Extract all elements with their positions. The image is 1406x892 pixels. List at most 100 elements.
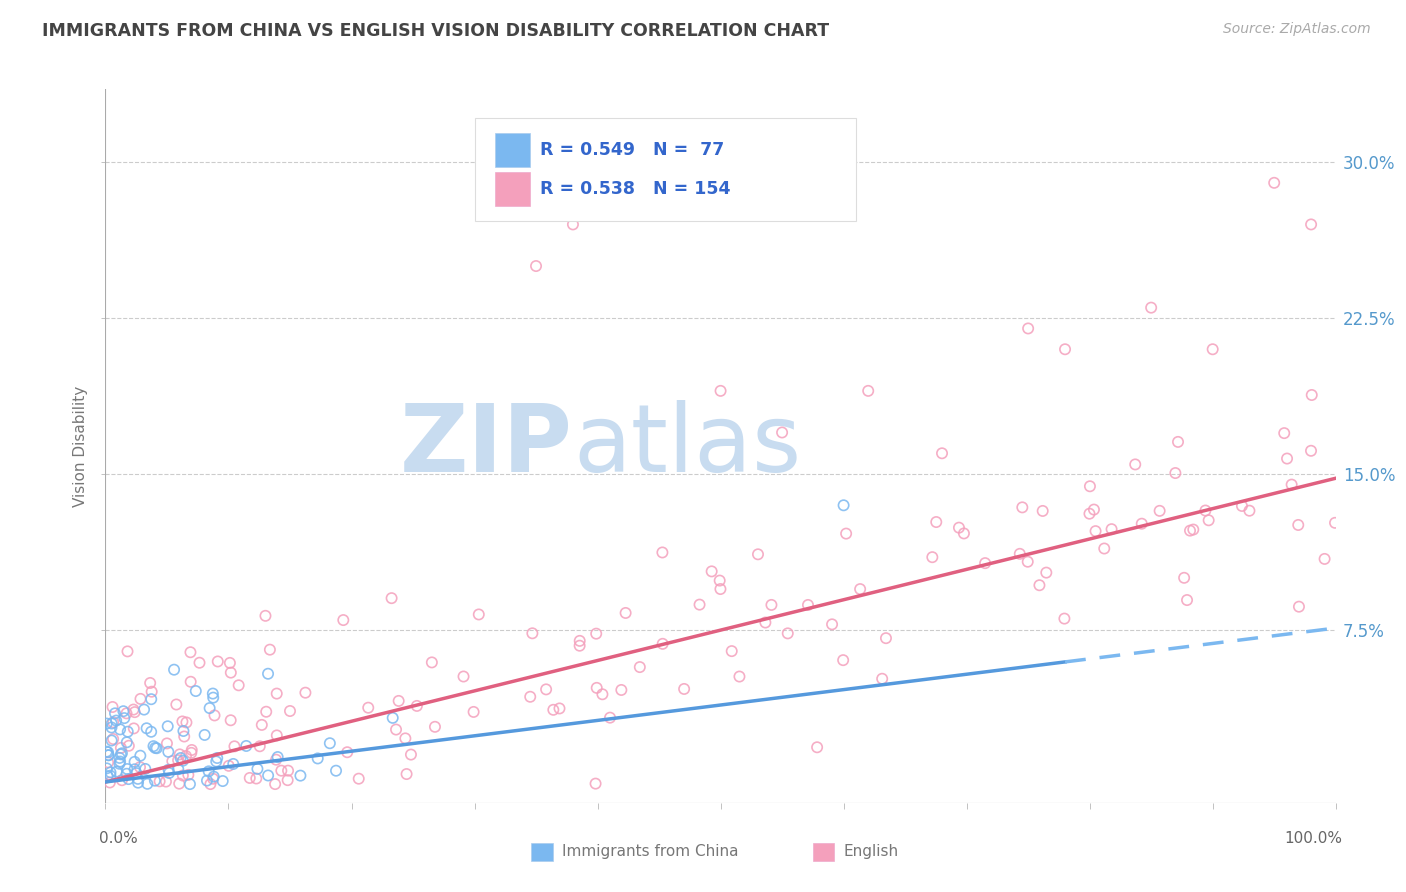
Point xyxy=(115,735,138,749)
Point xyxy=(628,660,651,674)
Point xyxy=(219,656,242,670)
Point xyxy=(1084,524,1107,538)
Point xyxy=(1194,503,1216,517)
Point xyxy=(174,749,197,764)
Point xyxy=(776,626,799,640)
Point xyxy=(821,617,844,632)
Point xyxy=(108,755,131,769)
Point xyxy=(149,774,172,789)
Point xyxy=(264,777,287,791)
Point xyxy=(651,637,673,651)
Point xyxy=(125,766,148,780)
Point xyxy=(1230,499,1253,513)
Point xyxy=(198,701,221,715)
Point xyxy=(1167,434,1189,449)
Point xyxy=(849,582,872,596)
Point xyxy=(129,692,152,706)
Point xyxy=(1198,513,1220,527)
Point xyxy=(124,762,146,776)
Point xyxy=(1281,477,1303,491)
Point xyxy=(534,682,557,697)
Bar xyxy=(495,172,530,206)
Point xyxy=(202,770,225,784)
Point xyxy=(205,755,228,769)
Point xyxy=(115,762,138,776)
Point xyxy=(141,692,163,706)
Point xyxy=(770,425,793,440)
Point xyxy=(127,775,149,789)
Point xyxy=(931,446,953,460)
Point xyxy=(101,700,124,714)
Point xyxy=(179,777,201,791)
Point xyxy=(202,772,225,786)
Point xyxy=(974,556,997,570)
Point xyxy=(1286,518,1309,533)
Point xyxy=(96,716,118,731)
Point xyxy=(1078,507,1101,521)
Point xyxy=(747,547,769,561)
Point xyxy=(562,218,585,232)
Point xyxy=(388,694,411,708)
Point xyxy=(1164,466,1187,480)
Point xyxy=(205,751,228,765)
Point xyxy=(108,751,131,765)
Point xyxy=(188,656,211,670)
Point xyxy=(585,681,607,695)
Point xyxy=(143,740,166,755)
Point xyxy=(806,740,828,755)
Point xyxy=(129,748,152,763)
Point xyxy=(347,772,370,786)
Point xyxy=(250,718,273,732)
Point xyxy=(405,698,427,713)
Point xyxy=(1313,552,1336,566)
Point xyxy=(689,598,711,612)
Point xyxy=(167,753,190,767)
Point xyxy=(1028,578,1050,592)
Point xyxy=(548,701,571,715)
Point xyxy=(167,776,190,790)
Point xyxy=(172,754,194,768)
Point xyxy=(97,748,120,763)
Point xyxy=(105,714,128,728)
Point xyxy=(135,721,157,735)
Point xyxy=(141,684,163,698)
Point xyxy=(115,766,138,780)
Point xyxy=(100,769,122,783)
Point xyxy=(399,747,422,762)
Point xyxy=(127,772,149,786)
Point xyxy=(195,773,218,788)
Point xyxy=(858,384,880,398)
Point xyxy=(169,751,191,765)
Point xyxy=(651,545,673,559)
Point xyxy=(875,631,897,645)
Point xyxy=(143,773,166,788)
Point xyxy=(245,772,267,786)
Point xyxy=(948,521,970,535)
Point xyxy=(568,633,591,648)
Point xyxy=(117,644,139,658)
Point xyxy=(156,736,179,750)
Point xyxy=(1032,504,1054,518)
Point xyxy=(307,751,329,765)
Point xyxy=(543,703,565,717)
Text: R = 0.538   N = 154: R = 0.538 N = 154 xyxy=(540,180,730,198)
Point xyxy=(1123,458,1146,472)
Point xyxy=(585,626,607,640)
Point xyxy=(104,706,127,721)
Point xyxy=(591,687,613,701)
Point xyxy=(610,683,633,698)
Point xyxy=(197,764,219,779)
Point xyxy=(98,775,121,789)
Point xyxy=(614,606,637,620)
Point xyxy=(173,730,195,744)
Point xyxy=(228,678,250,692)
Text: English: English xyxy=(844,845,898,859)
Point xyxy=(709,582,731,596)
Point xyxy=(112,704,135,718)
Point xyxy=(101,731,124,746)
Point xyxy=(290,769,312,783)
Point xyxy=(1288,599,1310,614)
Point xyxy=(180,743,202,757)
Point xyxy=(155,774,177,789)
Point xyxy=(709,574,731,588)
